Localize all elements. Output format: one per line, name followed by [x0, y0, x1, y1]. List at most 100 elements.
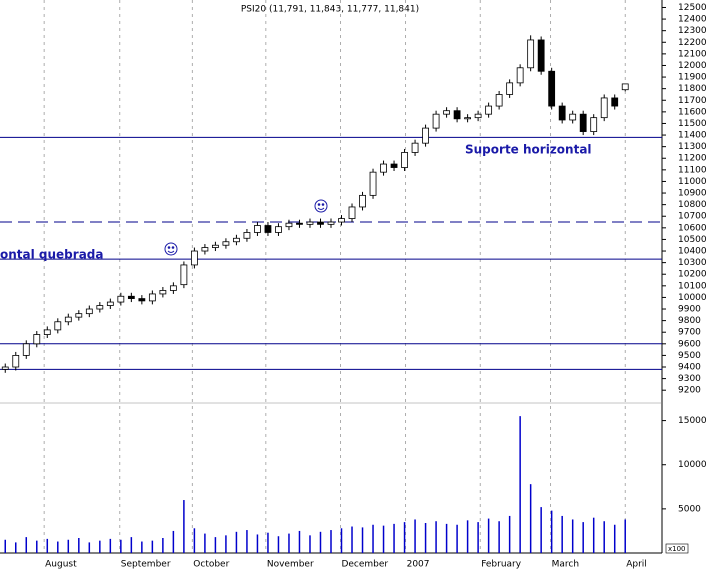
y-tick-label: 10000	[678, 293, 707, 303]
x-tick-label: September	[121, 560, 171, 570]
x-tick-label: April	[626, 560, 647, 570]
candle-body	[243, 232, 251, 239]
candle-body	[506, 82, 514, 95]
candle-body	[432, 113, 440, 129]
candle-body	[33, 334, 41, 345]
candle-body	[380, 163, 387, 173]
y-tick-label: 9300	[678, 374, 701, 384]
candle-body	[12, 355, 20, 368]
y-tick-label: 5000	[678, 504, 701, 514]
candle-body	[296, 222, 303, 225]
x-tick-label: February	[481, 560, 522, 570]
candle-body	[527, 39, 535, 69]
y-tick-label: 10800	[678, 200, 707, 210]
y-tick-label: 12500	[678, 3, 707, 13]
y-tick-label: 12400	[678, 15, 707, 25]
y-tick-label: 9200	[678, 386, 701, 396]
y-tick-label: 12000	[678, 61, 707, 71]
annotation: Suporte horizontal	[465, 143, 592, 157]
y-tick-label: 11900	[678, 73, 707, 83]
y-tick-label: 11000	[678, 177, 707, 187]
candle-body	[169, 285, 177, 291]
candle-body	[558, 105, 566, 121]
y-tick-label: 10300	[678, 258, 707, 268]
smiley	[164, 242, 178, 256]
y-tick-label: 10700	[678, 212, 707, 222]
candle-body	[96, 305, 104, 310]
candle-body	[233, 237, 240, 243]
candle-body	[548, 70, 556, 107]
y-tick-label: 9700	[678, 328, 701, 338]
unit-box	[665, 543, 689, 554]
y-tick-label: 10400	[678, 247, 707, 257]
candle-body	[600, 97, 608, 119]
chart-title: PSI20 (11,791, 11,843, 11,777, 11,841)	[241, 5, 419, 15]
candle-body	[611, 97, 619, 107]
candle-body	[464, 117, 472, 120]
candle-body	[1, 366, 9, 370]
candle-body	[569, 113, 577, 121]
y-tick-label: 11700	[678, 96, 707, 106]
y-tick-label: 10600	[678, 223, 707, 233]
volume-unit-label: x100	[668, 545, 686, 553]
y-tick-label: 10900	[678, 189, 707, 199]
y-tick-label: 11500	[678, 119, 707, 129]
y-tick-label: 11400	[678, 131, 707, 141]
candle-body	[401, 152, 408, 168]
candle-body	[275, 226, 282, 233]
y-tick-label: 11200	[678, 154, 707, 164]
candle-body	[621, 83, 629, 91]
y-tick-label: 9900	[678, 305, 701, 315]
candle-body	[306, 221, 314, 225]
y-tick-label: 9500	[678, 351, 701, 361]
candle-body	[474, 113, 482, 119]
candle-body	[443, 110, 450, 115]
y-tick-label: 9800	[678, 316, 701, 326]
candle-body	[254, 225, 261, 233]
candle-body	[317, 221, 324, 225]
y-tick-label: 11800	[678, 84, 707, 94]
y-tick-label: 9400	[678, 363, 701, 373]
y-tick-label: 10000	[678, 460, 707, 470]
candle-body	[106, 301, 114, 306]
candle-body	[453, 110, 461, 120]
candle-body	[127, 295, 135, 299]
y-tick-label: 11600	[678, 107, 707, 117]
candle-body	[390, 163, 398, 168]
candle-body	[222, 241, 230, 246]
y-tick-label: 11300	[678, 142, 707, 152]
smiley	[314, 199, 328, 213]
candle-body	[359, 194, 366, 208]
x-tick-label: October	[193, 560, 229, 570]
x-tick-label: 2007	[407, 560, 430, 570]
candle-body	[159, 290, 167, 295]
y-tick-label: 10100	[678, 281, 707, 291]
y-tick-label: 10500	[678, 235, 707, 245]
x-tick-label: March	[552, 560, 579, 570]
y-tick-label: 10200	[678, 270, 707, 280]
candle-body	[190, 250, 198, 266]
annotation: ontal quebrada	[0, 248, 103, 262]
candle-body	[537, 39, 545, 72]
candle-body	[75, 313, 83, 318]
x-tick-label: December	[341, 560, 388, 570]
candle-body	[285, 222, 293, 228]
candle-body	[212, 244, 219, 248]
candle-body	[264, 225, 272, 233]
candle-body	[485, 105, 493, 115]
candle-body	[201, 247, 209, 252]
candle-body	[43, 329, 51, 335]
y-tick-label: 12300	[678, 26, 707, 36]
y-tick-label: 12100	[678, 49, 707, 59]
candle-body	[579, 113, 587, 132]
candle-body	[590, 117, 598, 132]
candle-body	[117, 295, 125, 303]
candle-body	[54, 321, 62, 331]
candle-body	[64, 316, 72, 323]
candle-body	[516, 67, 524, 84]
candle-body	[148, 293, 156, 302]
candle-body	[338, 218, 345, 223]
y-tick-label: 9600	[678, 339, 701, 349]
